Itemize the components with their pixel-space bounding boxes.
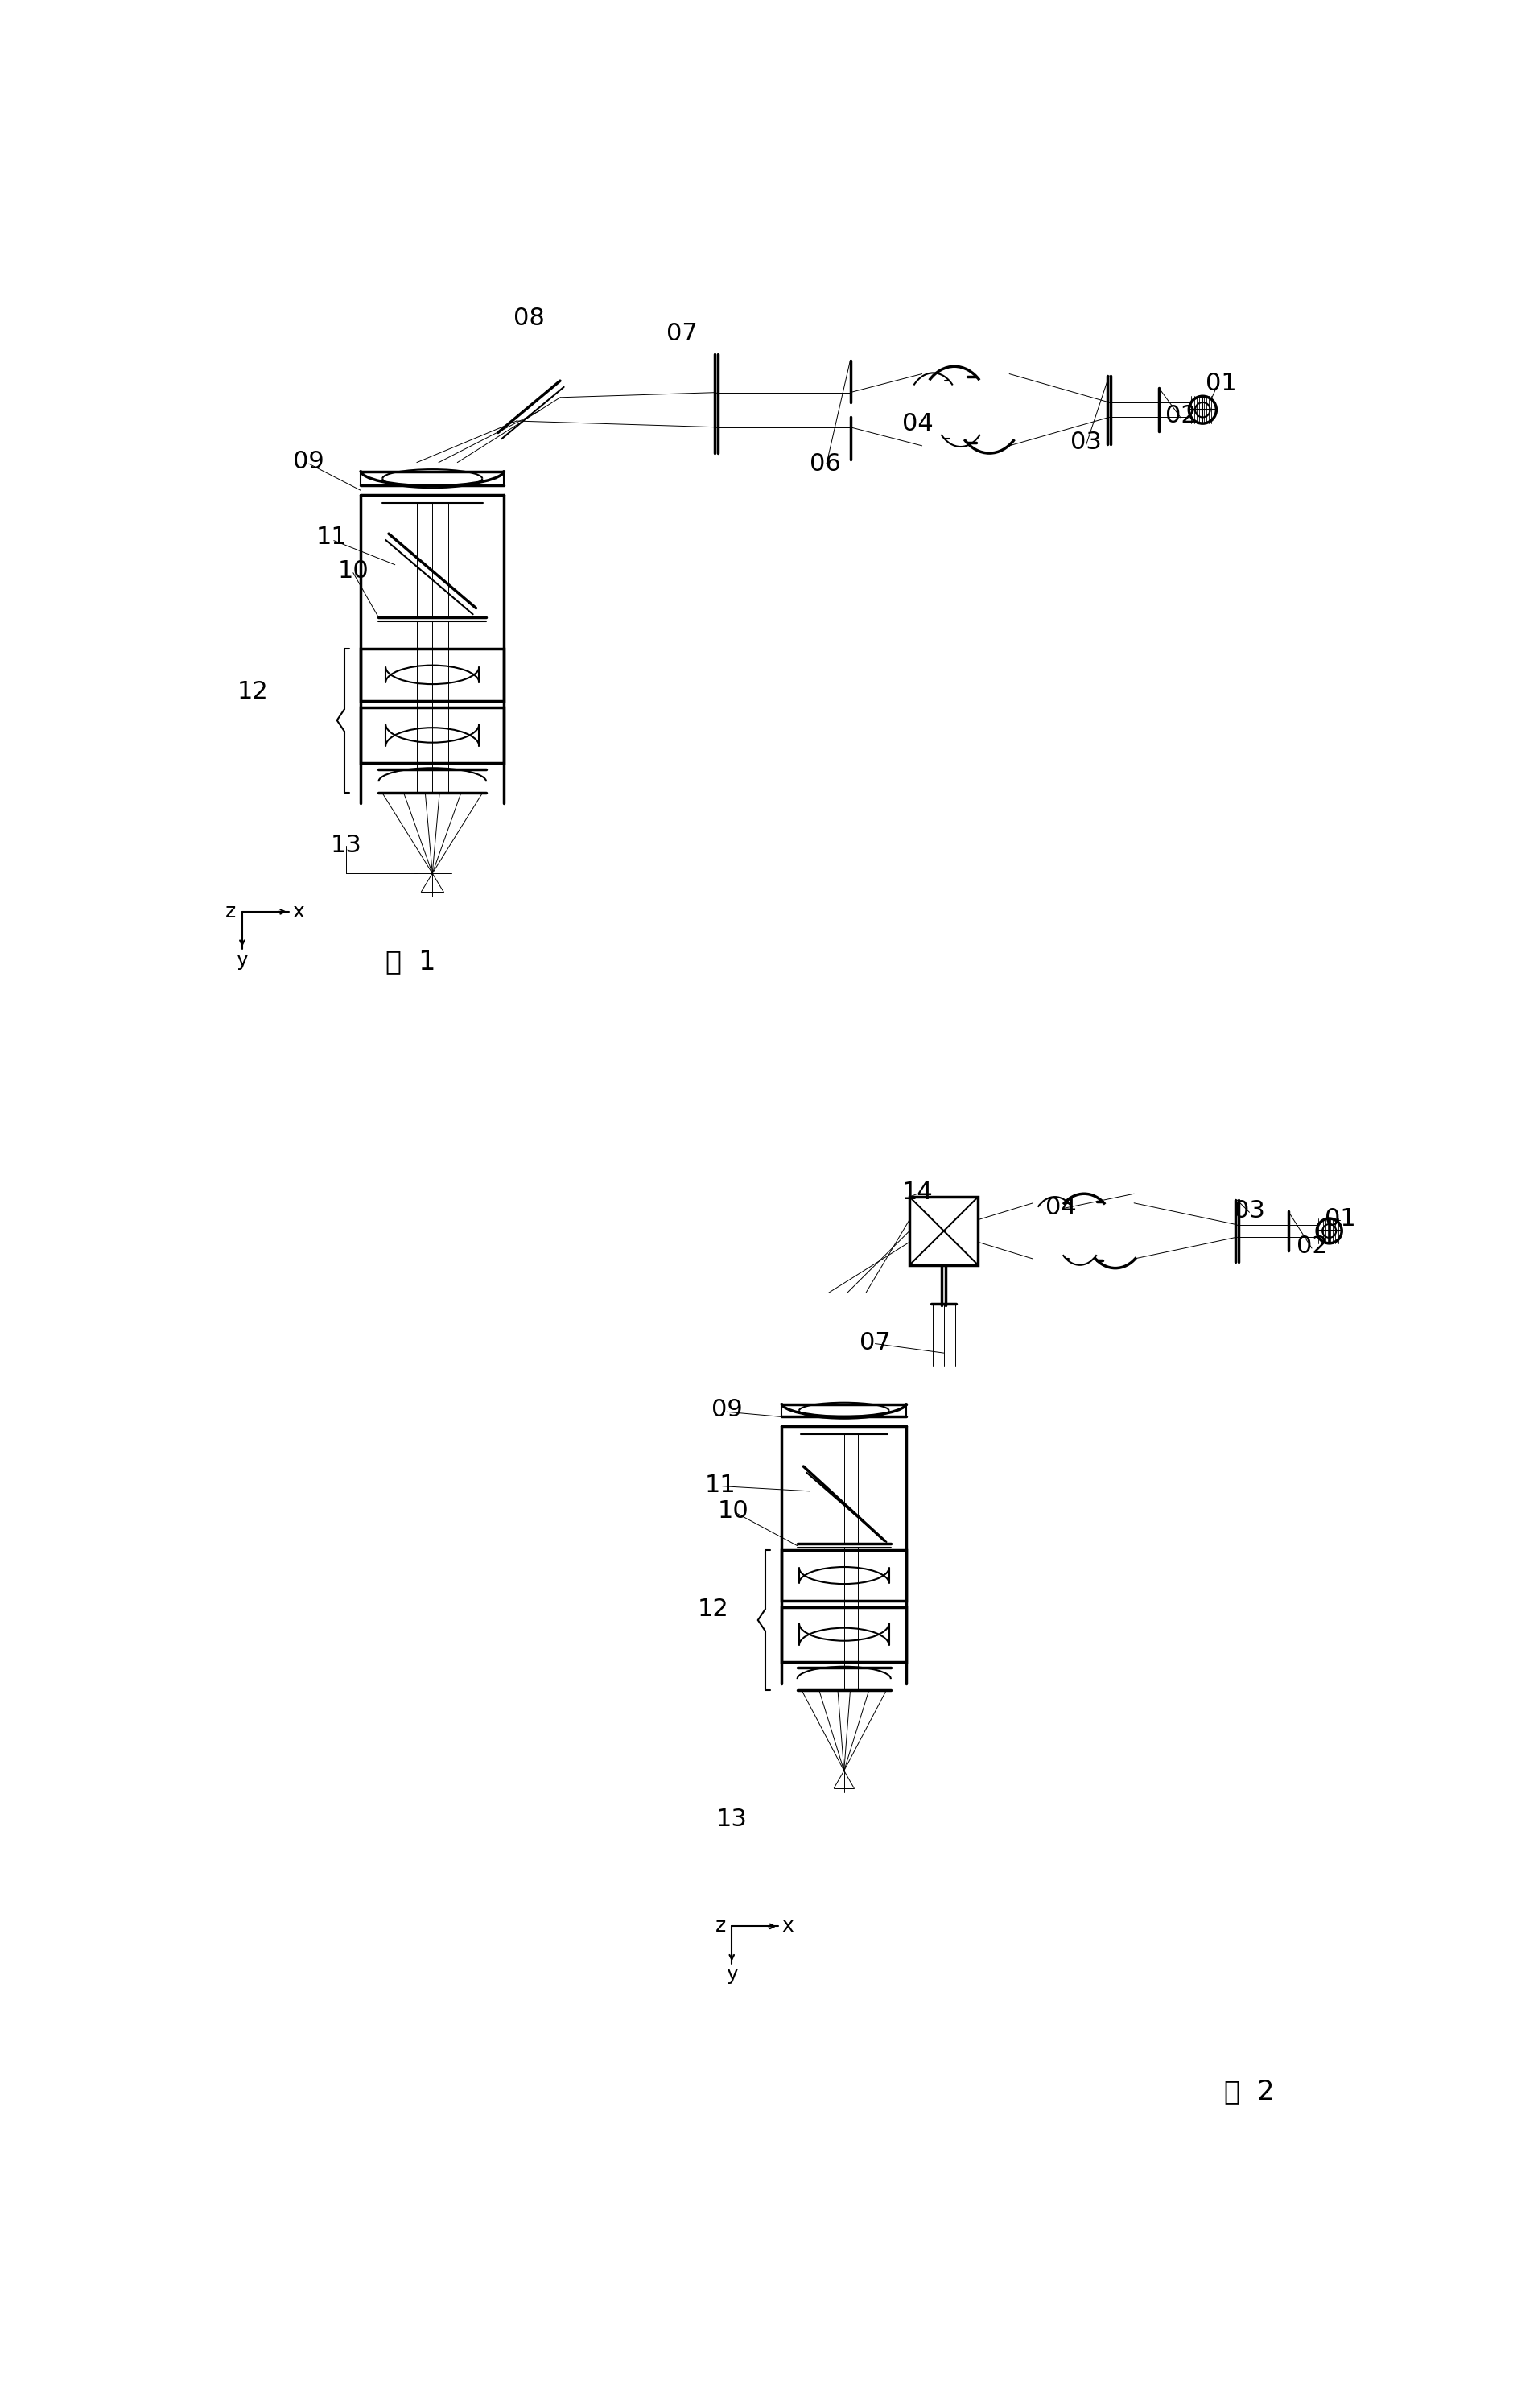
Text: 01: 01 xyxy=(1206,371,1238,395)
Text: 01: 01 xyxy=(1324,1206,1356,1230)
Text: 02: 02 xyxy=(1165,405,1197,429)
Text: 13: 13 xyxy=(331,833,362,857)
Text: 03: 03 xyxy=(1233,1199,1265,1223)
Text: z: z xyxy=(225,903,236,922)
Text: 06: 06 xyxy=(809,453,841,474)
Text: 11: 11 xyxy=(705,1474,737,1498)
Text: 图  1: 图 1 xyxy=(386,949,436,975)
Bar xyxy=(360,648,504,701)
Text: 07: 07 xyxy=(666,323,697,344)
Text: 14: 14 xyxy=(902,1180,934,1204)
Text: y: y xyxy=(236,951,248,970)
Text: 02: 02 xyxy=(1297,1235,1327,1257)
Text: 07: 07 xyxy=(859,1332,891,1353)
Text: 图  2: 图 2 xyxy=(1224,2078,1274,2105)
Text: 10: 10 xyxy=(337,559,369,583)
Text: z: z xyxy=(716,1917,726,1936)
Text: 12: 12 xyxy=(238,679,268,703)
Text: 13: 13 xyxy=(716,1808,747,1832)
Text: 12: 12 xyxy=(697,1597,729,1621)
Bar xyxy=(782,1551,906,1601)
Text: y: y xyxy=(726,1965,738,1984)
Bar xyxy=(360,708,504,763)
Bar xyxy=(909,1197,977,1264)
Bar xyxy=(782,1606,906,1662)
Text: 04: 04 xyxy=(1045,1197,1077,1218)
Text: 09: 09 xyxy=(711,1397,743,1421)
Text: 10: 10 xyxy=(717,1500,749,1522)
Text: 04: 04 xyxy=(902,412,934,436)
Text: x: x xyxy=(782,1917,794,1936)
Text: 03: 03 xyxy=(1070,431,1101,455)
Text: 09: 09 xyxy=(294,450,324,472)
Text: 08: 08 xyxy=(513,308,545,330)
Text: x: x xyxy=(292,903,304,922)
Text: 11: 11 xyxy=(316,525,346,549)
